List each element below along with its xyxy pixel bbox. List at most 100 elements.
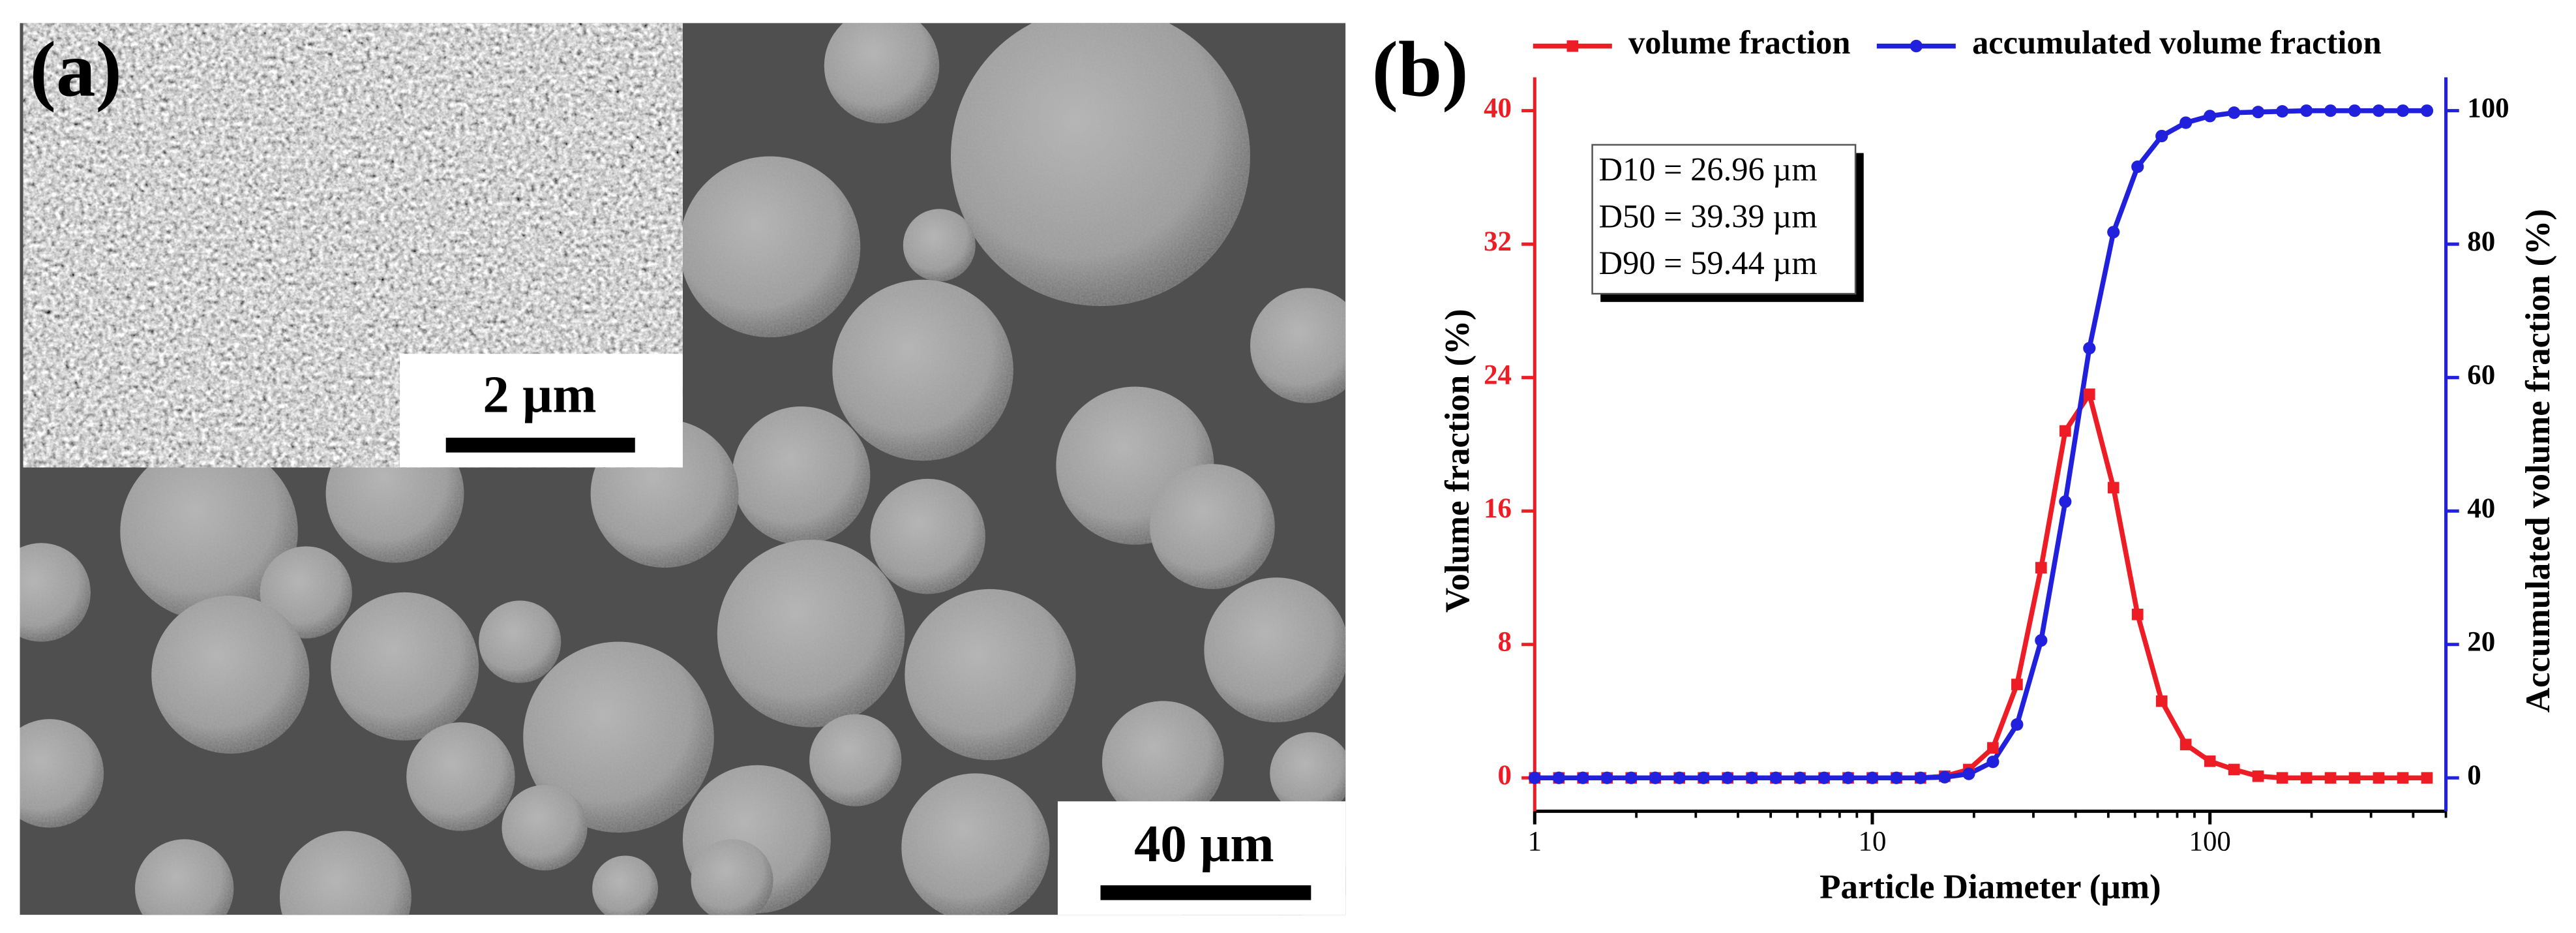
- data-point: [2276, 105, 2289, 118]
- data-point: [2204, 755, 2216, 767]
- data-point: [2059, 425, 2071, 437]
- data-point: [2251, 106, 2265, 119]
- data-point: [2179, 739, 2192, 750]
- data-point: [2083, 388, 2095, 401]
- particle: [120, 442, 298, 620]
- data-point: [2324, 772, 2337, 784]
- data-point: [2372, 104, 2386, 117]
- data-point: [2107, 482, 2119, 494]
- data-point: [2300, 772, 2313, 784]
- data-point: [1528, 771, 1541, 784]
- particle: [905, 589, 1076, 761]
- data-point: [2035, 562, 2047, 574]
- y2-tick-label: 60: [2467, 360, 2495, 391]
- data-point: [2179, 116, 2193, 129]
- data-point: [1673, 771, 1686, 784]
- data-point: [2348, 772, 2361, 784]
- data-point: [2083, 342, 2096, 355]
- y-axis-label: Volume fraction (%): [1439, 309, 1476, 613]
- particle: [331, 592, 479, 741]
- data-point: [1721, 771, 1734, 784]
- scale-label: 40 µm: [1134, 815, 1274, 873]
- data-point: [1745, 771, 1758, 784]
- data-point: [2373, 772, 2385, 784]
- data-point: [1769, 771, 1782, 784]
- data-point: [2348, 104, 2361, 117]
- data-point: [2276, 772, 2288, 784]
- data-point: [1962, 767, 1975, 780]
- data-point: [2204, 110, 2217, 123]
- particle: [832, 279, 1013, 461]
- data-point: [2131, 160, 2144, 174]
- data-point: [2155, 695, 2168, 707]
- data-point: [1938, 771, 1951, 784]
- y-tick-label: 8: [1498, 627, 1512, 658]
- y-tick-label: 0: [1498, 760, 1512, 791]
- particle: [151, 595, 310, 754]
- x-tick-label: 100: [2189, 827, 2231, 857]
- data-point: [2059, 495, 2072, 508]
- particle: [732, 406, 871, 545]
- data-point: [1576, 771, 1589, 784]
- legend-label: accumulated volume fraction: [1972, 24, 2382, 61]
- data-point: [1566, 40, 1579, 52]
- data-point: [1552, 771, 1565, 784]
- y2-tick-label: 0: [2467, 760, 2481, 791]
- y-tick-label: 16: [1484, 493, 1512, 524]
- data-point: [2107, 226, 2120, 239]
- x-axis-label: Particle Diameter (µm): [1820, 868, 2161, 906]
- x-tick-label: 1: [1528, 827, 1542, 857]
- panel-label: (b): [1372, 25, 1469, 113]
- data-point: [1987, 742, 1999, 754]
- data-point: [2011, 679, 2023, 690]
- scale-bar: [1100, 885, 1311, 900]
- x-tick-label: 10: [1859, 827, 1887, 857]
- y2-axis-label: Accumulated volume fraction (%): [2519, 209, 2557, 712]
- panel-label: (a): [30, 25, 122, 113]
- particle: [1250, 288, 1346, 403]
- data-point: [1890, 771, 1903, 784]
- legend-label: volume fraction: [1628, 24, 1850, 61]
- data-point: [1986, 756, 1999, 769]
- data-point: [1866, 771, 1879, 784]
- data-point: [1625, 771, 1638, 784]
- particle: [870, 478, 985, 594]
- data-point: [1600, 771, 1613, 784]
- data-point: [2420, 104, 2434, 117]
- data-point: [2300, 104, 2313, 117]
- particle: [260, 546, 352, 639]
- particle: [135, 839, 234, 915]
- data-point: [2252, 770, 2264, 782]
- annotation-box: [1591, 144, 1857, 295]
- particle: [903, 209, 976, 282]
- y2-tick-label: 20: [2467, 627, 2495, 658]
- chart: 1 10 100 0 8 16 24 32 40 0 20 40 60 80 100 Particle Dia…: [1439, 24, 2557, 906]
- data-point: [2421, 772, 2433, 784]
- inset-scale-bar: [445, 437, 635, 453]
- y2-tick-label: 40: [2467, 493, 2495, 524]
- particle: [809, 714, 902, 806]
- particle: [901, 773, 1050, 915]
- data-point: [2228, 106, 2241, 119]
- data-point: [1818, 771, 1831, 784]
- inset-scale-label: 2 µm: [483, 365, 596, 423]
- particle: [592, 855, 659, 915]
- data-point: [2397, 772, 2409, 784]
- particle: [951, 23, 1250, 307]
- data-point: [1910, 40, 1923, 53]
- data-point: [2155, 129, 2168, 143]
- particle: [523, 641, 714, 833]
- particle: [406, 722, 515, 831]
- particle: [1270, 732, 1346, 815]
- particle: [20, 543, 91, 642]
- particle: [824, 23, 940, 124]
- annotation: D50 = 39.39 µm: [1599, 198, 1818, 234]
- particle: [502, 785, 588, 871]
- y-tick-label: 24: [1484, 360, 1512, 391]
- data-point: [2131, 608, 2144, 620]
- data-point: [1842, 771, 1855, 784]
- data-point: [2396, 104, 2410, 117]
- data-point: [1649, 771, 1662, 784]
